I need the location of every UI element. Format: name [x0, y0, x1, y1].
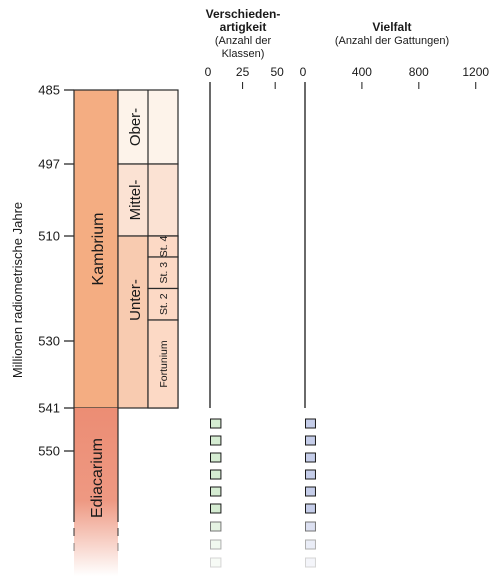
panel-variety-genera: 0 400 800 1200 — [300, 65, 489, 568]
stage-label-2: St. 2 — [158, 293, 170, 315]
y-tick-label-485: 485 — [38, 83, 60, 98]
y-tick-label-550: 550 — [38, 444, 60, 459]
panel-1-ediacaran-mark-7 — [210, 539, 222, 550]
y-tick-label-497: 497 — [38, 157, 60, 172]
panel-2-title: Vielfalt — [372, 20, 411, 34]
y-tick-label-530: 530 — [38, 334, 60, 349]
panel-1-ediacaran-mark-4 — [210, 486, 222, 497]
panel-2-ediacaran-mark-0 — [305, 418, 316, 429]
stage-label-1: St. 3 — [158, 262, 170, 284]
panel-2-xtick-label-0: 0 — [300, 65, 307, 79]
y-axis-ticks: 485 497 510 530 541 550 — [38, 83, 74, 459]
epoch-label-0: Ober- — [127, 108, 144, 146]
timescale-column: KambriumEdiacariumOber-Mittel-Unter-St. … — [73, 89, 179, 576]
stage-block-3 — [147, 319, 179, 409]
panel-2-ediacaran-mark-1 — [305, 435, 316, 446]
panel-diversity-classes: 0 25 50 — [205, 65, 284, 568]
panel-2-ediacaran-mark-6 — [305, 521, 316, 532]
y-axis-label: Millionen radiometrische Jahre — [10, 202, 25, 378]
stage-column: St. 4 St. 3 St. 2 Fortunium — [147, 235, 179, 409]
panel-1-subtitle-line-1: (Anzahl der — [215, 35, 272, 47]
stage-label-3: Fortunium — [158, 340, 170, 388]
y-tick-label-510: 510 — [38, 229, 60, 244]
period-ediacarium-block — [74, 408, 118, 576]
panel-1-ediacaran-mark-6 — [210, 521, 222, 532]
epoch-label-2: Unter- — [127, 279, 144, 321]
panel-2-ediacaran-mark-5 — [305, 503, 316, 514]
panel-1-ediacaran-mark-3 — [210, 469, 222, 480]
panel-1-subtitle-line-2: Klassen) — [222, 48, 265, 60]
panel-1-xtick-label-25: 25 — [236, 65, 250, 79]
panel-2-xtick-label-1200: 1200 — [462, 65, 489, 79]
y-tick-label-541: 541 — [38, 401, 60, 416]
panel-1-ediacaran-mark-1 — [210, 435, 222, 446]
panel-2-subtitle: (Anzahl der Gattungen) — [335, 35, 449, 47]
panel-1-ediacaran-mark-0 — [210, 418, 222, 429]
period-kambrium-label: Kambrium — [90, 213, 107, 286]
panel-1-xtick-label-0: 0 — [205, 65, 212, 79]
panel-2-xtick-label-800: 800 — [409, 65, 429, 79]
panel-2-ediacaran-mark-7 — [305, 539, 316, 550]
panel-2-ediacaran-mark-4 — [305, 486, 316, 497]
period-ediacarium-label: Ediacarium — [89, 438, 106, 518]
stage-block-1 — [147, 256, 179, 290]
panel-2-ediacaran-mark-3 — [305, 469, 316, 480]
panel-2-ediacaran-mark-2 — [305, 452, 316, 463]
epoch-label-1: Mittel- — [127, 180, 144, 221]
panel-2-xtick-label-400: 400 — [352, 65, 372, 79]
panel-1-title-line-2: artigkeit — [220, 20, 267, 34]
panel-1-ediacaran-mark-2 — [210, 452, 222, 463]
panel-1-xtick-label-50: 50 — [270, 65, 284, 79]
panel-1-ediacaran-mark-5 — [210, 503, 222, 514]
panel-1-ediacaran-mark-8 — [210, 557, 222, 568]
stage-block-2 — [147, 287, 179, 321]
panel-2-ediacaran-mark-8 — [305, 557, 316, 568]
stage-label-0: St. 4 — [158, 236, 170, 258]
panel-1-title-line-1: Verschieden- — [206, 7, 281, 21]
